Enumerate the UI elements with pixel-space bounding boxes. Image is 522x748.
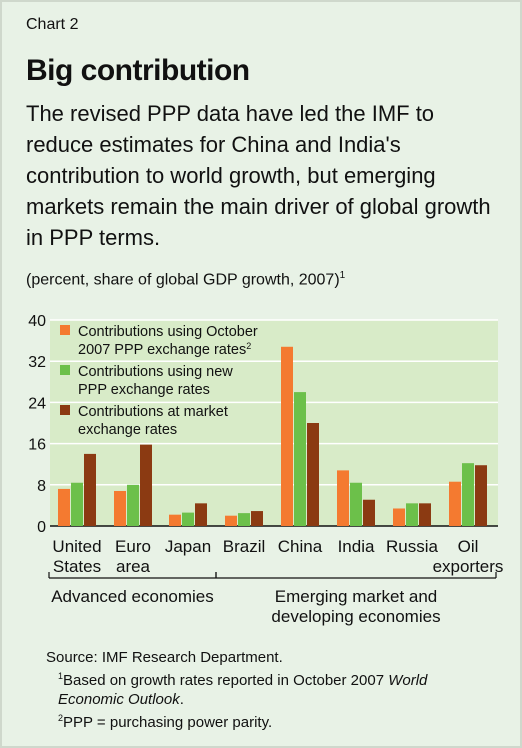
y-tick-label: 40 xyxy=(28,313,46,330)
footnote-1-italic: World xyxy=(388,672,428,689)
bar-1-1 xyxy=(127,484,139,526)
legend-label: exchange rates xyxy=(78,422,177,438)
footnote-1-italic-2: Economic Outlook xyxy=(58,691,180,708)
legend-label: Contributions at market xyxy=(78,404,228,420)
units-text: (percent, share of global GDP growth, 20… xyxy=(26,271,340,289)
x-tick-label: States xyxy=(53,557,101,576)
legend-label: PPP exchange rates xyxy=(78,382,210,398)
footnote-1: 1Based on growth rates reported in Octob… xyxy=(46,667,427,690)
bar-7-1 xyxy=(462,463,474,526)
x-tick-label: United xyxy=(52,537,101,556)
footnote-1-end: . xyxy=(179,691,184,708)
x-tick-label: exporters xyxy=(433,557,504,576)
x-tick-label: Brazil xyxy=(223,537,266,556)
bar-2-2 xyxy=(195,503,207,526)
legend-swatch-1 xyxy=(60,365,70,375)
footnote-1-text: Based on growth rates reported in Octobe… xyxy=(63,672,389,689)
x-tick-label: area xyxy=(116,557,151,576)
source-note: Source: IMF Research Department. xyxy=(46,649,283,666)
legend-swatch-0 xyxy=(60,325,70,335)
legend-label: Contributions using new xyxy=(78,364,233,380)
bar-6-2 xyxy=(419,503,431,526)
legend-footnote-mark: 2 xyxy=(246,341,251,351)
group-label: Advanced economies xyxy=(51,587,214,606)
y-tick-label: 16 xyxy=(28,437,46,454)
x-tick-label: Euro xyxy=(115,537,151,556)
x-tick-label: Japan xyxy=(165,537,211,556)
footnote-2: 2PPP = purchasing power parity. xyxy=(46,709,427,732)
bar-2-1 xyxy=(182,512,194,526)
bar-4-0 xyxy=(281,346,293,526)
chart-title: Big contribution xyxy=(26,54,250,87)
legend-swatch-2 xyxy=(60,405,70,415)
footnote-1-line2: Economic Outlook. xyxy=(46,690,427,709)
bar-0-1 xyxy=(71,482,83,526)
footnote-2-text: PPP = purchasing power parity. xyxy=(63,714,273,731)
units-footnote-mark: 1 xyxy=(339,270,346,281)
y-tick-label: 32 xyxy=(28,354,46,371)
bar-7-0 xyxy=(449,481,461,526)
bar-5-2 xyxy=(363,499,375,526)
bar-7-2 xyxy=(475,465,487,526)
bar-0-2 xyxy=(84,453,96,526)
units-label: (percent, share of global GDP growth, 20… xyxy=(26,270,345,289)
x-tick-label: Russia xyxy=(386,537,439,556)
bar-3-0 xyxy=(225,515,237,526)
legend-label: 2007 PPP exchange rates2 xyxy=(78,341,251,358)
bar-3-2 xyxy=(251,511,263,526)
bar-1-2 xyxy=(140,444,152,526)
bar-4-2 xyxy=(307,423,319,526)
bar-5-1 xyxy=(350,482,362,526)
bar-5-0 xyxy=(337,470,349,526)
x-tick-label: Oil xyxy=(458,537,479,556)
legend-label: Contributions using October xyxy=(78,324,258,340)
x-tick-label: China xyxy=(278,537,323,556)
bar-6-1 xyxy=(406,503,418,526)
footnotes: Source: IMF Research Department. 1Based … xyxy=(46,648,427,732)
chart-subtitle: The revised PPP data have led the IMF to… xyxy=(26,101,491,250)
bar-4-1 xyxy=(294,392,306,526)
bar-2-0 xyxy=(169,514,181,526)
bar-1-0 xyxy=(114,490,126,526)
bar-3-1 xyxy=(238,513,250,526)
footnote-2-mark: 2 xyxy=(58,713,64,723)
chart-number: Chart 2 xyxy=(26,16,79,33)
footnote-1-mark: 1 xyxy=(58,671,64,681)
bar-0-0 xyxy=(58,488,70,526)
y-tick-label: 8 xyxy=(37,478,46,495)
x-tick-label: India xyxy=(338,537,375,556)
y-tick-label: 24 xyxy=(28,395,46,412)
bar-6-0 xyxy=(393,508,405,526)
group-label: developing economies xyxy=(271,607,440,626)
group-label: Emerging market and xyxy=(275,587,438,606)
y-tick-label: 0 xyxy=(37,519,46,536)
